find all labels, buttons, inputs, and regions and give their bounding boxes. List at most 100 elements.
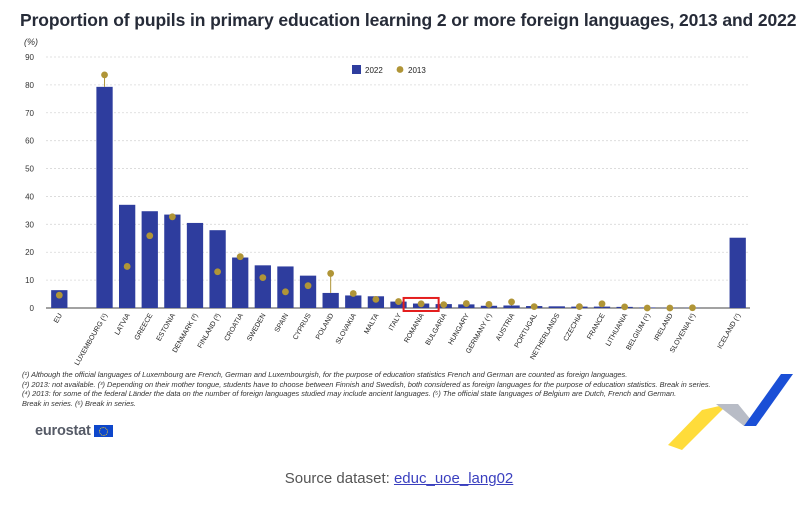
x-tick-label: ITALY bbox=[388, 312, 403, 332]
logo-text: eurostat bbox=[35, 423, 91, 439]
bar bbox=[593, 306, 611, 308]
chart-card: Proportion of pupils in primary educatio… bbox=[20, 10, 797, 450]
y-tick-label: 90 bbox=[25, 53, 34, 62]
y-axis-unit: (%) bbox=[24, 37, 38, 47]
x-tick-label: MALTA bbox=[363, 312, 380, 335]
point bbox=[689, 304, 696, 312]
point bbox=[214, 268, 221, 276]
bar-chart: 0 10 20 30 40 50 60 70 80 90 EU LUXEMBOURG (¹) LATVI… bbox=[25, 53, 750, 367]
x-tick-label: ICELAND (⁷) bbox=[717, 313, 743, 351]
x-tick-label: SLOVENIA (⁶) bbox=[669, 313, 697, 355]
bar bbox=[164, 214, 181, 308]
point bbox=[236, 253, 244, 261]
bar bbox=[51, 290, 68, 308]
point bbox=[598, 300, 606, 308]
bar bbox=[96, 86, 113, 308]
x-tick-label: LITHUANIA bbox=[605, 312, 630, 347]
point bbox=[508, 298, 515, 306]
y-tick-label: 60 bbox=[25, 137, 34, 146]
eurostat-logo: eurostat bbox=[35, 423, 113, 439]
decorative-chevron-icon bbox=[668, 374, 793, 450]
point bbox=[666, 304, 674, 312]
y-tick-label: 30 bbox=[25, 220, 34, 229]
bar bbox=[548, 306, 565, 308]
bar bbox=[299, 275, 317, 308]
x-tick-label: SWEDEN bbox=[246, 313, 267, 343]
y-tick-label: 10 bbox=[25, 276, 34, 285]
bar bbox=[232, 257, 249, 308]
bar bbox=[322, 292, 339, 308]
point bbox=[123, 263, 131, 270]
bar bbox=[503, 305, 520, 308]
source-line: Source dataset: educ_uoe_lang02 bbox=[0, 470, 798, 487]
y-tick-label: 40 bbox=[25, 192, 34, 201]
point bbox=[304, 282, 312, 290]
point bbox=[395, 298, 402, 305]
bar bbox=[141, 211, 158, 308]
x-tick-label: LUXEMBOURG (¹) bbox=[74, 313, 109, 367]
bar bbox=[254, 265, 271, 308]
x-tick-label: IRELAND bbox=[653, 313, 674, 343]
chart-title: Proportion of pupils in primary educatio… bbox=[20, 10, 797, 30]
point bbox=[349, 290, 357, 297]
point bbox=[643, 304, 651, 312]
eu-flag-icon bbox=[93, 425, 113, 437]
point bbox=[576, 303, 583, 311]
x-tick-label: BELGIUM (⁵) bbox=[625, 313, 652, 352]
point bbox=[621, 303, 629, 311]
footnote-line: (¹) Although the official languages of L… bbox=[22, 370, 628, 379]
bar bbox=[277, 266, 294, 308]
point bbox=[55, 291, 63, 299]
point bbox=[485, 300, 493, 308]
point bbox=[101, 71, 108, 79]
x-tick-label: SPAIN bbox=[274, 313, 290, 334]
y-tick-label: 70 bbox=[25, 109, 34, 118]
footnote-line: Break in series. (⁶) Break in series. bbox=[22, 398, 136, 408]
x-tick-label: GERMANY (⁴) bbox=[465, 313, 494, 355]
source-dataset-link[interactable]: educ_uoe_lang02 bbox=[393, 470, 514, 487]
x-tick-label: LATVIA bbox=[114, 312, 132, 336]
y-tick-label: 50 bbox=[25, 165, 34, 174]
legend-swatch-2022 bbox=[352, 65, 361, 74]
y-tick-label: 80 bbox=[25, 81, 34, 90]
y-tick-label: 20 bbox=[25, 248, 34, 257]
bar bbox=[186, 222, 204, 308]
x-tick-label: AUSTRIA bbox=[495, 312, 516, 342]
x-tick-label: ROMANIA bbox=[403, 312, 426, 344]
bar bbox=[345, 295, 362, 308]
x-tick-label: SLOVAKIA bbox=[335, 312, 358, 345]
point bbox=[259, 274, 267, 282]
x-tick-label: ESTONIA bbox=[156, 312, 178, 342]
x-tick-label: CROATIA bbox=[224, 312, 246, 342]
x-tick-label: BULGARIA bbox=[425, 312, 449, 346]
x-tick-label: CYPRUS bbox=[292, 312, 313, 341]
x-tick-label: PORTUGAL bbox=[514, 312, 539, 349]
point bbox=[417, 300, 425, 308]
x-tick-label: DENMARK (²) bbox=[172, 313, 200, 355]
x-tick-label: HUNGARY bbox=[448, 312, 472, 346]
point bbox=[440, 301, 448, 309]
footnote-line: (²) 2013: not available. (³) Depending o… bbox=[22, 379, 711, 389]
x-tick-label: GREECE bbox=[134, 312, 155, 341]
x-tick-label: CZECHIA bbox=[563, 312, 585, 342]
point bbox=[372, 295, 380, 303]
x-tick-label: FINLAND (³) bbox=[197, 313, 223, 350]
source-label: Source dataset: bbox=[284, 470, 394, 487]
point bbox=[462, 300, 470, 307]
point bbox=[146, 232, 154, 240]
footnotes: (¹) Although the official languages of L… bbox=[22, 370, 722, 408]
point bbox=[530, 303, 538, 311]
bar bbox=[119, 204, 136, 308]
point bbox=[327, 270, 335, 277]
legend-label-2022: 2022 bbox=[365, 66, 383, 75]
y-tick-label: 0 bbox=[30, 304, 35, 313]
x-tick-label: FRANCE bbox=[586, 312, 607, 341]
point bbox=[168, 213, 176, 221]
footnote-line: (⁴) 2013: for some of the federal Länder… bbox=[22, 389, 677, 399]
bar bbox=[729, 237, 746, 308]
legend-label-2013: 2013 bbox=[408, 66, 426, 75]
x-tick-label: POLAND bbox=[315, 313, 335, 341]
x-tick-label: EU bbox=[53, 313, 64, 325]
highlight-box bbox=[402, 296, 440, 312]
legend-marker-2013 bbox=[396, 66, 404, 73]
